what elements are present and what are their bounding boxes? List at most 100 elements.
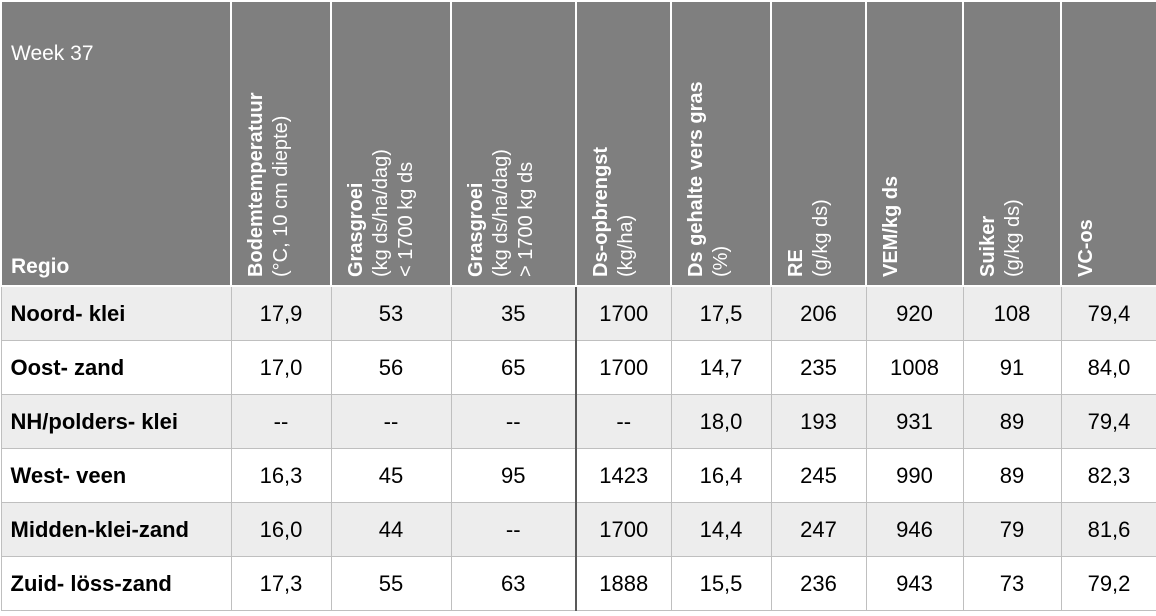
value-cell: 79: [962, 502, 1062, 557]
value-cell: 44: [330, 502, 452, 557]
value-cell: 79,4: [1060, 394, 1156, 449]
column-header: Grasgroei (kg ds/ha/dag) > 1700 kg ds: [450, 0, 577, 287]
regio-cell: Noord- klei: [0, 285, 232, 341]
header-line: (kg ds/ha/dag): [490, 149, 512, 277]
table-row: Midden-klei-zand 16,0 44 -- 1700 14,4 247 946 79…: [0, 502, 1156, 557]
value-cell: 53: [330, 285, 452, 341]
header-line: Ds-opbrengst: [590, 147, 612, 277]
column-header: VC-os: [1060, 0, 1156, 287]
regio-cell: Zuid- löss-zand: [0, 556, 232, 611]
header-line: < 1700 kg ds: [395, 161, 417, 277]
value-cell: 16,3: [230, 448, 332, 503]
header-row: Week 37 Regio Bodemtemperatuur (°C, 10 cm…: [0, 0, 1156, 287]
table-row: West- veen 16,3 45 95 1423 16,4 245 990 89 82,3: [0, 448, 1156, 503]
header-text: Ds gehalte vers gras (%): [684, 9, 734, 285]
column-header: RE (g/kg ds): [770, 0, 867, 287]
value-cell: 990: [865, 448, 964, 503]
value-cell: 16,4: [670, 448, 772, 503]
value-cell: 1888: [575, 556, 672, 611]
header-corner: Week 37 Regio: [0, 0, 232, 287]
column-header: Bodemtemperatuur (°C, 10 cm diepte): [230, 0, 332, 287]
header-line: (g/kg ds): [1002, 199, 1024, 277]
value-cell: 943: [865, 556, 964, 611]
header-text: Bodemtemperatuur (°C, 10 cm diepte): [244, 9, 294, 285]
value-cell: 946: [865, 502, 964, 557]
value-cell: 65: [450, 340, 577, 395]
column-header: Suiker (g/kg ds): [962, 0, 1062, 287]
header-line: Grasgroei: [345, 182, 367, 277]
value-cell: 95: [450, 448, 577, 503]
value-cell: --: [450, 394, 577, 449]
header-text: Grasgroei (kg ds/ha/dag) < 1700 kg ds: [344, 9, 419, 285]
value-cell: 1423: [575, 448, 672, 503]
header-line: RE: [785, 249, 807, 277]
regio-cell: West- veen: [0, 448, 232, 503]
value-cell: 82,3: [1060, 448, 1156, 503]
table-body: Noord- klei 17,9 53 35 1700 17,5 206 920 108 79,4…: [0, 285, 1156, 611]
value-cell: 91: [962, 340, 1062, 395]
value-cell: 14,7: [670, 340, 772, 395]
value-cell: 89: [962, 448, 1062, 503]
header-line: VC-os: [1075, 219, 1097, 277]
value-cell: 206: [770, 285, 867, 341]
value-cell: 17,3: [230, 556, 332, 611]
value-cell: 84,0: [1060, 340, 1156, 395]
value-cell: --: [230, 394, 332, 449]
column-header: VEM/kg ds: [865, 0, 964, 287]
value-cell: 45: [330, 448, 452, 503]
value-cell: 920: [865, 285, 964, 341]
value-cell: 56: [330, 340, 452, 395]
header-line: (g/kg ds): [810, 199, 832, 277]
table-row: Oost- zand 17,0 56 65 1700 14,7 235 1008 91 84,0: [0, 340, 1156, 395]
column-header: Ds gehalte vers gras (%): [670, 0, 772, 287]
column-header: Ds-opbrengst (kg/ha): [575, 0, 672, 287]
value-cell: 63: [450, 556, 577, 611]
value-cell: 14,4: [670, 502, 772, 557]
value-cell: 15,5: [670, 556, 772, 611]
header-line: Bodemtemperatuur: [245, 92, 267, 277]
table-row: NH/polders- klei -- -- -- -- 18,0 193 931 89 79,4: [0, 394, 1156, 449]
value-cell: 1700: [575, 285, 672, 341]
value-cell: 73: [962, 556, 1062, 611]
value-cell: 16,0: [230, 502, 332, 557]
value-cell: --: [330, 394, 452, 449]
header-text: Ds-opbrengst (kg/ha): [589, 9, 639, 285]
value-cell: 193: [770, 394, 867, 449]
value-cell: 81,6: [1060, 502, 1156, 557]
value-cell: 35: [450, 285, 577, 341]
header-text: Grasgroei (kg ds/ha/dag) > 1700 kg ds: [464, 9, 539, 285]
value-cell: --: [575, 394, 672, 449]
header-line: (%): [710, 245, 732, 277]
header-line: > 1700 kg ds: [515, 161, 537, 277]
regio-cell: Oost- zand: [0, 340, 232, 395]
value-cell: 931: [865, 394, 964, 449]
header-line: (kg/ha): [615, 214, 637, 277]
value-cell: 235: [770, 340, 867, 395]
header-line: Ds gehalte vers gras: [685, 81, 707, 277]
header-line: VEM/kg ds: [880, 175, 902, 277]
header-line: (kg ds/ha/dag): [370, 149, 392, 277]
regio-label: Regio: [11, 255, 70, 278]
table-row: Noord- klei 17,9 53 35 1700 17,5 206 920 108 79,4: [0, 285, 1156, 341]
value-cell: 55: [330, 556, 452, 611]
header-line: Grasgroei: [465, 182, 487, 277]
value-cell: 236: [770, 556, 867, 611]
regio-cell: NH/polders- klei: [0, 394, 232, 449]
value-cell: 79,2: [1060, 556, 1156, 611]
header-text: RE (g/kg ds): [784, 9, 834, 285]
value-cell: --: [450, 502, 577, 557]
header-line: (°C, 10 cm diepte): [270, 115, 292, 277]
value-cell: 17,9: [230, 285, 332, 341]
value-cell: 108: [962, 285, 1062, 341]
value-cell: 17,0: [230, 340, 332, 395]
regio-cell: Midden-klei-zand: [0, 502, 232, 557]
week-label: Week 37: [11, 42, 94, 65]
value-cell: 1008: [865, 340, 964, 395]
column-header: Grasgroei (kg ds/ha/dag) < 1700 kg ds: [330, 0, 452, 287]
header-text: VEM/kg ds: [879, 9, 904, 285]
table-row: Zuid- löss-zand 17,3 55 63 1888 15,5 236 943 73 7…: [0, 556, 1156, 611]
value-cell: 17,5: [670, 285, 772, 341]
value-cell: 18,0: [670, 394, 772, 449]
